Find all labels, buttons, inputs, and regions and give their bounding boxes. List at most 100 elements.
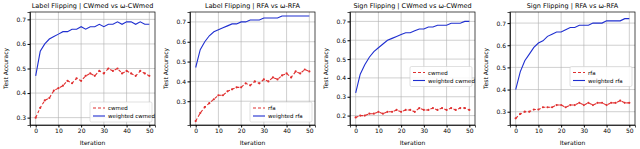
- grid: [510, 12, 635, 125]
- tick-label: 0: [194, 127, 198, 134]
- grid-line-y: [30, 68, 155, 69]
- series-marker: [112, 70, 114, 72]
- tick-label: 0.7: [16, 16, 26, 23]
- series-marker: [299, 72, 301, 74]
- tick: 30: [581, 125, 589, 134]
- series-marker: [441, 107, 443, 109]
- series-marker: [199, 112, 201, 114]
- series-marker: [574, 104, 576, 106]
- series-marker: [235, 86, 237, 88]
- series-marker: [569, 104, 571, 106]
- grid-line-y: [30, 43, 155, 44]
- series-marker: [249, 84, 251, 86]
- tick-label: 20: [398, 127, 406, 134]
- series-marker: [423, 109, 425, 111]
- legend-swatch: [253, 107, 265, 108]
- grid-line-y: [30, 19, 155, 20]
- series-marker: [592, 104, 594, 106]
- legend-swatch: [93, 107, 105, 108]
- tick-label: 0.7: [336, 18, 346, 25]
- tick-label: 50: [626, 127, 634, 134]
- legend-label: weighted cwmed: [428, 78, 475, 85]
- plot-frame: [30, 12, 155, 125]
- axis-line: [508, 13, 511, 126]
- series-marker: [226, 90, 228, 92]
- tick-mark: [188, 101, 191, 102]
- series-marker: [359, 114, 361, 116]
- tick-label: 0.4: [16, 89, 26, 96]
- series-marker: [204, 106, 206, 108]
- series-marker: [450, 107, 452, 109]
- series-marker: [537, 108, 539, 110]
- tick-label: 0.6: [16, 40, 26, 47]
- series-marker: [418, 107, 420, 109]
- grid-line-y: [190, 61, 315, 62]
- tick-label: 50: [146, 127, 154, 134]
- series-marker: [373, 113, 375, 115]
- series-marker: [213, 98, 215, 100]
- tick-mark: [348, 116, 351, 117]
- figure: 010203040500.30.40.50.60.7Label Flipping…: [0, 0, 640, 149]
- tick-mark: [188, 62, 191, 63]
- series-marker: [98, 70, 100, 72]
- tick: 0.7: [16, 16, 30, 23]
- series-marker: [546, 106, 548, 108]
- tick: 0.7: [496, 19, 510, 26]
- series-marker: [468, 109, 470, 111]
- grid-line-y: [190, 81, 315, 82]
- tick: 40: [603, 125, 611, 134]
- legend: cwmedweighted cwmed: [90, 102, 155, 122]
- x-axis-label: Iteration: [240, 139, 266, 146]
- legend-swatch: [413, 72, 425, 73]
- tick: 0.3: [336, 93, 350, 100]
- series-marker: [75, 77, 77, 79]
- series-marker: [391, 111, 393, 113]
- series-marker: [596, 102, 598, 104]
- legend-label: rfa: [268, 105, 276, 111]
- series-marker: [272, 76, 274, 78]
- grid-line-x: [218, 12, 219, 125]
- grid-line-y: [350, 96, 475, 97]
- tick-mark: [348, 78, 351, 79]
- tick-label: 30: [261, 127, 269, 134]
- series-marker: [285, 72, 287, 74]
- series-marker: [459, 107, 461, 109]
- x-axis-label: Iteration: [400, 139, 426, 146]
- series-marker: [148, 75, 150, 77]
- tick: 50: [146, 125, 154, 134]
- tick-label: 0.4: [496, 86, 506, 93]
- series-line: [516, 101, 630, 119]
- tick-mark: [508, 90, 511, 91]
- x-axis-label: Iteration: [80, 139, 106, 146]
- series-marker: [281, 74, 283, 76]
- tick-label: 10: [535, 127, 543, 134]
- tick: 0.6: [16, 40, 30, 47]
- tick: 40: [283, 125, 291, 134]
- tick-mark: [28, 118, 31, 119]
- tick: 0.2: [336, 112, 350, 119]
- tick-label: 0.3: [336, 93, 346, 100]
- series-marker: [560, 104, 562, 106]
- grid-line-y: [510, 45, 635, 46]
- tick-label: 10: [215, 127, 223, 134]
- tick: 10: [215, 125, 223, 134]
- series-marker: [85, 75, 87, 77]
- series-marker: [254, 80, 256, 82]
- series-marker: [386, 111, 388, 113]
- tick-label: 30: [421, 127, 429, 134]
- series-marker: [414, 111, 416, 113]
- series-marker: [382, 113, 384, 115]
- tick: 0.4: [16, 89, 30, 96]
- tick: 0: [194, 125, 198, 134]
- series-marker: [436, 109, 438, 111]
- tick-label: 0.5: [336, 56, 346, 63]
- chart-title: Sign Flipping | CWmed vs ω-CWmed: [353, 2, 471, 10]
- tick-label: 0.3: [16, 114, 26, 121]
- series-marker: [103, 72, 105, 74]
- tick: 0.5: [496, 64, 510, 71]
- plot-frame: [510, 12, 635, 125]
- series-marker: [48, 97, 50, 99]
- series-marker: [144, 72, 146, 74]
- tick-label: 0.4: [176, 78, 186, 85]
- legend-swatch: [413, 80, 425, 81]
